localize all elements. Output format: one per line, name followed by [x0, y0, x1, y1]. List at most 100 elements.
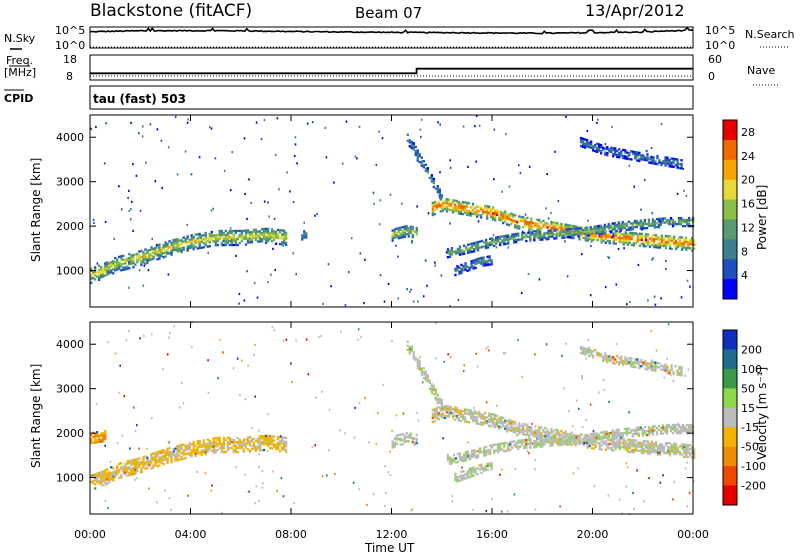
echo-cell [634, 155, 637, 158]
echo-cell [599, 230, 602, 233]
echo-cell [575, 442, 578, 445]
echo-cell [472, 466, 475, 469]
echo-cell [503, 237, 506, 240]
echo-cell [164, 450, 167, 453]
echo-cell [618, 236, 621, 240]
echo-cell [500, 418, 503, 421]
echo-cell [431, 201, 435, 205]
echo-cell [624, 358, 627, 361]
echo-cell [102, 432, 105, 435]
echo-cell [491, 446, 494, 449]
echo-cell [585, 357, 587, 360]
echo-cell [180, 447, 183, 451]
echo-cell [668, 245, 672, 248]
echo-cell [198, 240, 201, 244]
echo-cell [644, 440, 648, 443]
echo-cell [475, 213, 479, 216]
echo-cell [590, 240, 593, 243]
echo-cell [164, 249, 167, 252]
echo-cell [693, 456, 696, 459]
echo-cell [104, 483, 107, 486]
echo-cell [474, 243, 478, 246]
echo-cell [206, 237, 209, 240]
echo-cell [285, 233, 288, 237]
echo-cell [443, 360, 446, 363]
echo-cell [651, 427, 655, 430]
echo-cell [468, 268, 471, 272]
echo-cell [455, 209, 459, 213]
echo-cell [128, 460, 131, 463]
echo-cell [668, 237, 672, 240]
echo-cell [240, 233, 244, 237]
echo-cell [450, 249, 454, 252]
echo-cell [449, 407, 453, 411]
echo-cell [455, 410, 459, 414]
echo-cell [484, 419, 487, 423]
echo-cell [250, 234, 254, 238]
echo-cell [238, 233, 242, 237]
echo-cell [446, 256, 450, 259]
echo-cell [413, 230, 416, 233]
echo-cell [677, 222, 681, 226]
echo-cell [513, 444, 516, 447]
echo-cell [192, 235, 195, 239]
echo-cell [128, 286, 130, 289]
echo-cell [598, 237, 601, 240]
echo-cell [537, 236, 540, 240]
echo-cell [247, 364, 249, 367]
echo-cell [426, 376, 430, 379]
echo-cell [92, 481, 95, 485]
echo-cell [108, 272, 111, 275]
colorbar-segment [723, 120, 737, 141]
echo-cell [536, 218, 539, 221]
echo-cell [668, 454, 672, 457]
echo-cell [680, 366, 683, 369]
echo-cell [518, 227, 521, 230]
echo-cell [141, 135, 144, 138]
echo-cell [653, 226, 657, 229]
echo-cell [691, 456, 694, 459]
echo-cell [412, 355, 415, 358]
echo-cell [410, 144, 413, 148]
echo-cell [483, 245, 486, 248]
echo-cell [432, 384, 436, 388]
echo-cell [624, 157, 627, 160]
echo-cell [468, 249, 472, 252]
echo-cell [558, 431, 561, 434]
echo-cell [188, 453, 191, 457]
echo-cell [591, 231, 594, 235]
echo-cell [112, 477, 115, 480]
echo-cell [305, 234, 308, 237]
echo-cell [680, 246, 684, 249]
echo-cell [560, 224, 563, 228]
echo-cell [187, 118, 189, 121]
echo-cell [656, 236, 660, 239]
echo-cell [240, 239, 244, 243]
echo-cell [96, 476, 99, 479]
echo-cell [139, 337, 141, 340]
echo-cell [474, 241, 478, 244]
echo-cell [194, 450, 197, 453]
echo-cell [418, 154, 421, 158]
echo-cell [94, 435, 97, 438]
echo-cell [491, 241, 494, 244]
echo-cell [432, 388, 436, 392]
echo-cell [469, 409, 473, 412]
echo-cell [579, 345, 583, 349]
echo-cell [449, 202, 453, 206]
echo-cell [108, 475, 111, 478]
echo-cell [114, 263, 117, 266]
echo-cell [628, 450, 632, 454]
echo-cell [488, 257, 491, 260]
echo-cell [260, 228, 264, 231]
echo-cell [208, 444, 211, 447]
echo-cell [502, 215, 505, 219]
echo-cell [589, 403, 592, 406]
echo-cell [559, 441, 562, 445]
echo-cell [644, 446, 648, 449]
echo-cell [281, 448, 284, 451]
echo-cell [547, 233, 550, 237]
echo-cell [676, 369, 679, 372]
echo-cell [659, 219, 663, 222]
